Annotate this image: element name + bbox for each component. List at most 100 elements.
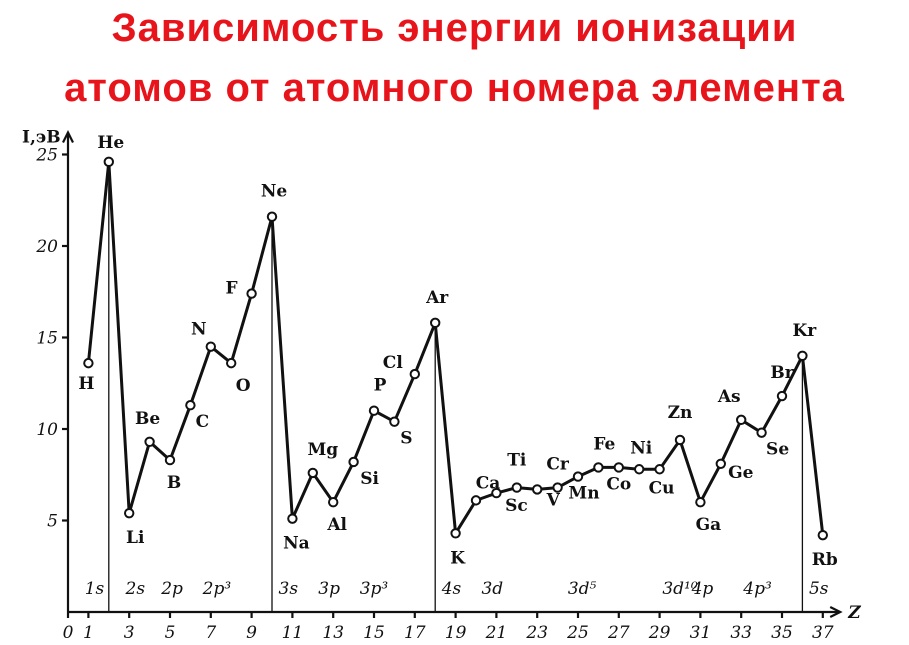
data-point-cr <box>552 482 563 493</box>
data-point-ga <box>695 497 706 508</box>
x-tick-label: 5 <box>165 623 176 643</box>
data-point-zn <box>674 434 686 446</box>
y-axis-arrow <box>62 130 74 143</box>
element-label-s: S <box>400 429 412 449</box>
element-label-cu: Cu <box>649 478 675 498</box>
data-point-na <box>287 513 298 524</box>
data-point-mg <box>307 467 318 479</box>
element-label-rb: Rb <box>812 550 838 570</box>
x-tick-label: 23 <box>525 623 548 643</box>
element-label-ti: Ti <box>507 451 527 471</box>
data-point-s <box>389 416 400 427</box>
y-tick-label: 20 <box>35 237 58 257</box>
data-point-he <box>103 156 115 168</box>
title-line-2: атомов от атомного номера элемента <box>64 66 845 110</box>
shell-label: 3d <box>481 579 503 599</box>
shell-label: 3s <box>279 579 299 599</box>
shell-label: 1s <box>85 579 105 599</box>
element-label-n: N <box>191 320 207 340</box>
ionization-series <box>86 160 825 536</box>
shell-label: 4s <box>441 579 462 599</box>
data-point-cu <box>654 464 665 475</box>
shell-label: 5s <box>809 579 829 599</box>
element-label-he: He <box>97 133 124 153</box>
x-tick-label: 17 <box>404 623 426 643</box>
element-label-na: Na <box>283 534 310 554</box>
x-tick-label: 1 <box>83 623 94 643</box>
data-point-ti <box>511 482 522 493</box>
data-point-as <box>736 414 747 426</box>
x-axis-arrow <box>829 606 843 618</box>
x-tick-label: 11 <box>282 623 304 643</box>
data-point-ge <box>715 458 726 469</box>
y-tick-label: 5 <box>47 512 58 532</box>
data-point-p <box>368 405 380 416</box>
data-point-br <box>776 390 788 402</box>
data-point-o <box>226 357 237 369</box>
data-point-kr <box>797 350 808 361</box>
element-label-ne: Ne <box>261 182 288 202</box>
x-tick-label: 15 <box>363 623 385 643</box>
x-tick-label: 33 <box>730 623 752 643</box>
element-label-fe: Fe <box>593 434 615 454</box>
element-label-as: As <box>717 387 741 407</box>
data-point-ar <box>430 317 441 329</box>
data-point-f <box>246 288 257 299</box>
element-label-o: O <box>236 376 251 396</box>
y-tick-label: 15 <box>36 329 58 349</box>
data-point-al <box>328 497 339 508</box>
element-label-kr: Kr <box>793 321 818 341</box>
element-label-cl: Cl <box>383 353 404 373</box>
element-label-ar: Ar <box>425 288 449 308</box>
axes <box>62 130 843 618</box>
data-point-sc <box>491 487 502 499</box>
element-label-b: B <box>167 473 181 493</box>
data-points <box>83 156 828 541</box>
y-axis-label: I,эВ <box>22 128 61 148</box>
x-tick-label: 27 <box>607 623 630 643</box>
element-label-p: P <box>374 376 387 396</box>
x-tick-label: 29 <box>648 623 671 643</box>
x-tick-label: 25 <box>566 623 589 643</box>
shell-label: 4p <box>691 579 714 599</box>
y-tick-label: 10 <box>36 420 58 440</box>
data-point-ca <box>470 495 482 506</box>
x-tick-label: 7 <box>205 623 216 643</box>
period-lines <box>108 161 804 612</box>
data-point-h <box>83 357 94 369</box>
element-label-k: K <box>450 548 466 568</box>
data-point-li <box>124 507 135 519</box>
data-point-mn <box>572 471 584 482</box>
x-tick-label: 31 <box>690 623 712 643</box>
x-tick-label: 9 <box>246 623 257 643</box>
data-point-si <box>348 456 359 468</box>
data-point-co <box>613 462 624 473</box>
element-label-se: Se <box>766 440 789 460</box>
element-label-zn: Zn <box>668 403 693 423</box>
data-point-k <box>450 528 461 539</box>
element-label-be: Be <box>135 409 160 429</box>
element-label-mn: Mn <box>568 484 599 504</box>
element-label-h: H <box>78 374 94 394</box>
element-label-ga: Ga <box>696 515 722 535</box>
element-label-v: V <box>546 490 561 510</box>
data-point-se <box>756 427 767 438</box>
data-point-fe <box>593 462 604 473</box>
shell-label: 2s <box>125 579 146 599</box>
shell-label: 2p³ <box>202 579 232 599</box>
data-point-cl <box>409 368 420 380</box>
x-axis-label: Z <box>847 603 861 623</box>
element-label-ni: Ni <box>630 438 653 458</box>
x-tick-label: 35 <box>771 623 793 643</box>
element-label-mg: Mg <box>307 440 338 460</box>
shell-label: 3d¹⁰ <box>662 579 698 599</box>
data-point-ne <box>266 211 278 222</box>
x-tick-label: 21 <box>485 623 508 643</box>
data-point-be <box>144 436 155 448</box>
shell-label: 2p <box>160 579 183 599</box>
x-tick-label: 3 <box>124 623 135 643</box>
